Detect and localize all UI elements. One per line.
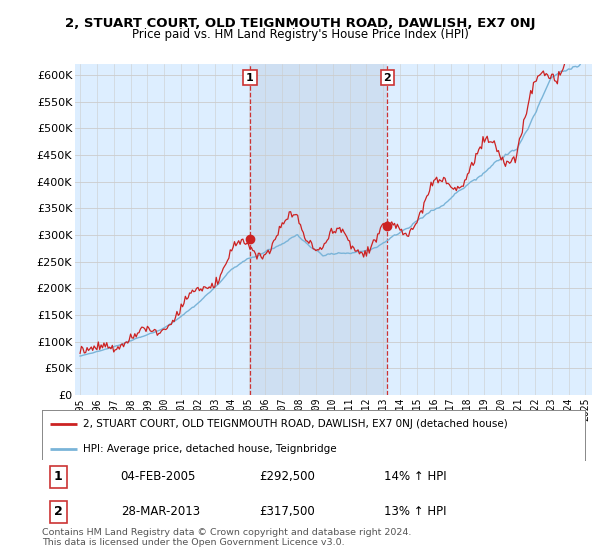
Text: 1: 1: [54, 470, 62, 483]
Bar: [250, 64, 387, 395]
Text: HPI: Average price, detached house, Teignbridge: HPI: Average price, detached house, Teig…: [83, 444, 337, 454]
Text: £317,500: £317,500: [259, 505, 315, 519]
Text: 2: 2: [383, 73, 391, 83]
Text: 13% ↑ HPI: 13% ↑ HPI: [384, 505, 446, 519]
Text: 28-MAR-2013: 28-MAR-2013: [121, 505, 200, 519]
Text: 04-FEB-2005: 04-FEB-2005: [121, 470, 196, 483]
Text: 2: 2: [54, 505, 62, 519]
Text: 2, STUART COURT, OLD TEIGNMOUTH ROAD, DAWLISH, EX7 0NJ: 2, STUART COURT, OLD TEIGNMOUTH ROAD, DA…: [65, 17, 535, 30]
Text: 1: 1: [246, 73, 254, 83]
Text: Price paid vs. HM Land Registry's House Price Index (HPI): Price paid vs. HM Land Registry's House …: [131, 28, 469, 41]
Text: 14% ↑ HPI: 14% ↑ HPI: [384, 470, 447, 483]
Text: Contains HM Land Registry data © Crown copyright and database right 2024.
This d: Contains HM Land Registry data © Crown c…: [42, 528, 412, 548]
Text: £292,500: £292,500: [259, 470, 315, 483]
Text: 2, STUART COURT, OLD TEIGNMOUTH ROAD, DAWLISH, EX7 0NJ (detached house): 2, STUART COURT, OLD TEIGNMOUTH ROAD, DA…: [83, 418, 508, 428]
